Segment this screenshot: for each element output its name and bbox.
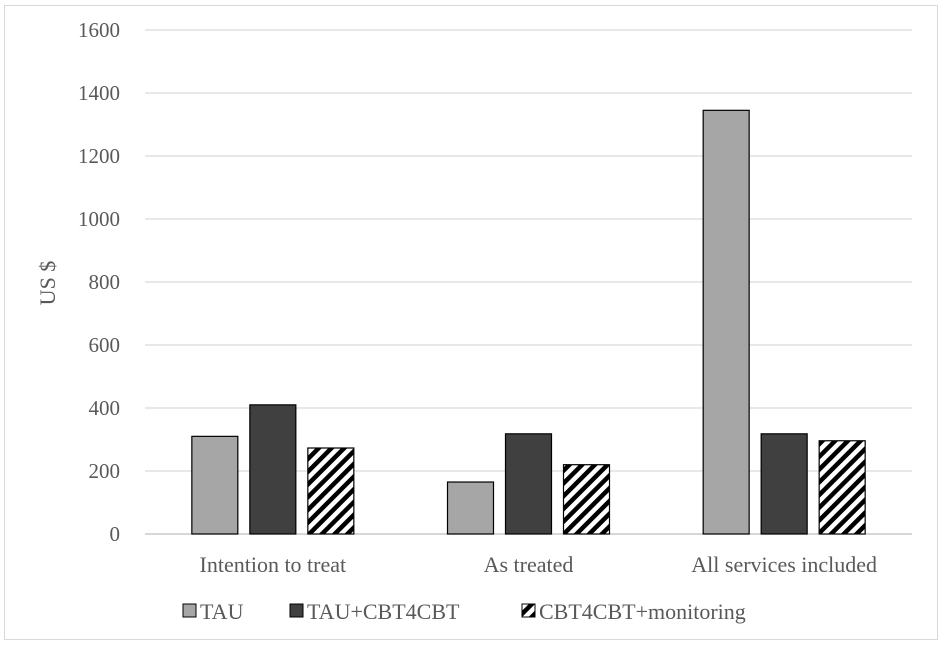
bar	[191, 435, 239, 535]
bar	[562, 464, 611, 535]
bar	[249, 404, 297, 535]
bar	[307, 447, 355, 535]
legend-label: CBT4CBT+monitoring	[539, 599, 746, 624]
bar	[702, 109, 750, 535]
y-axis-label: US $	[35, 261, 60, 306]
legend-swatch	[521, 603, 536, 618]
bar	[818, 440, 866, 535]
y-tick-labels: 0 200 400 600 800 1000 1200 1400 1600	[78, 18, 120, 546]
x-category-label: As treated	[484, 552, 574, 577]
bars	[191, 109, 866, 535]
bar	[760, 433, 808, 535]
legend-label: TAU	[200, 599, 244, 624]
y-tick-label: 800	[89, 270, 121, 294]
y-tick-label: 1000	[78, 207, 120, 231]
y-tick-label: 400	[89, 396, 121, 420]
y-tick-label: 0	[110, 522, 121, 546]
y-tick-label: 1600	[78, 18, 120, 42]
x-category-label: All services included	[691, 552, 877, 577]
legend-label: TAU+CBT4CBT	[307, 599, 460, 624]
legend-swatch	[182, 603, 197, 618]
y-tick-label: 1400	[78, 81, 120, 105]
x-category-label: Intention to treat	[200, 552, 347, 577]
y-tick-label: 1200	[78, 144, 120, 168]
y-tick-label: 200	[89, 459, 121, 483]
bar	[446, 481, 495, 535]
y-tick-label: 600	[89, 333, 121, 357]
x-category-labels: Intention to treat As treated All services…	[200, 552, 878, 577]
bar	[504, 433, 553, 535]
legend-swatch	[289, 603, 304, 618]
legend: TAU TAU+CBT4CBT CBT4CBT+monitoring	[182, 599, 746, 624]
